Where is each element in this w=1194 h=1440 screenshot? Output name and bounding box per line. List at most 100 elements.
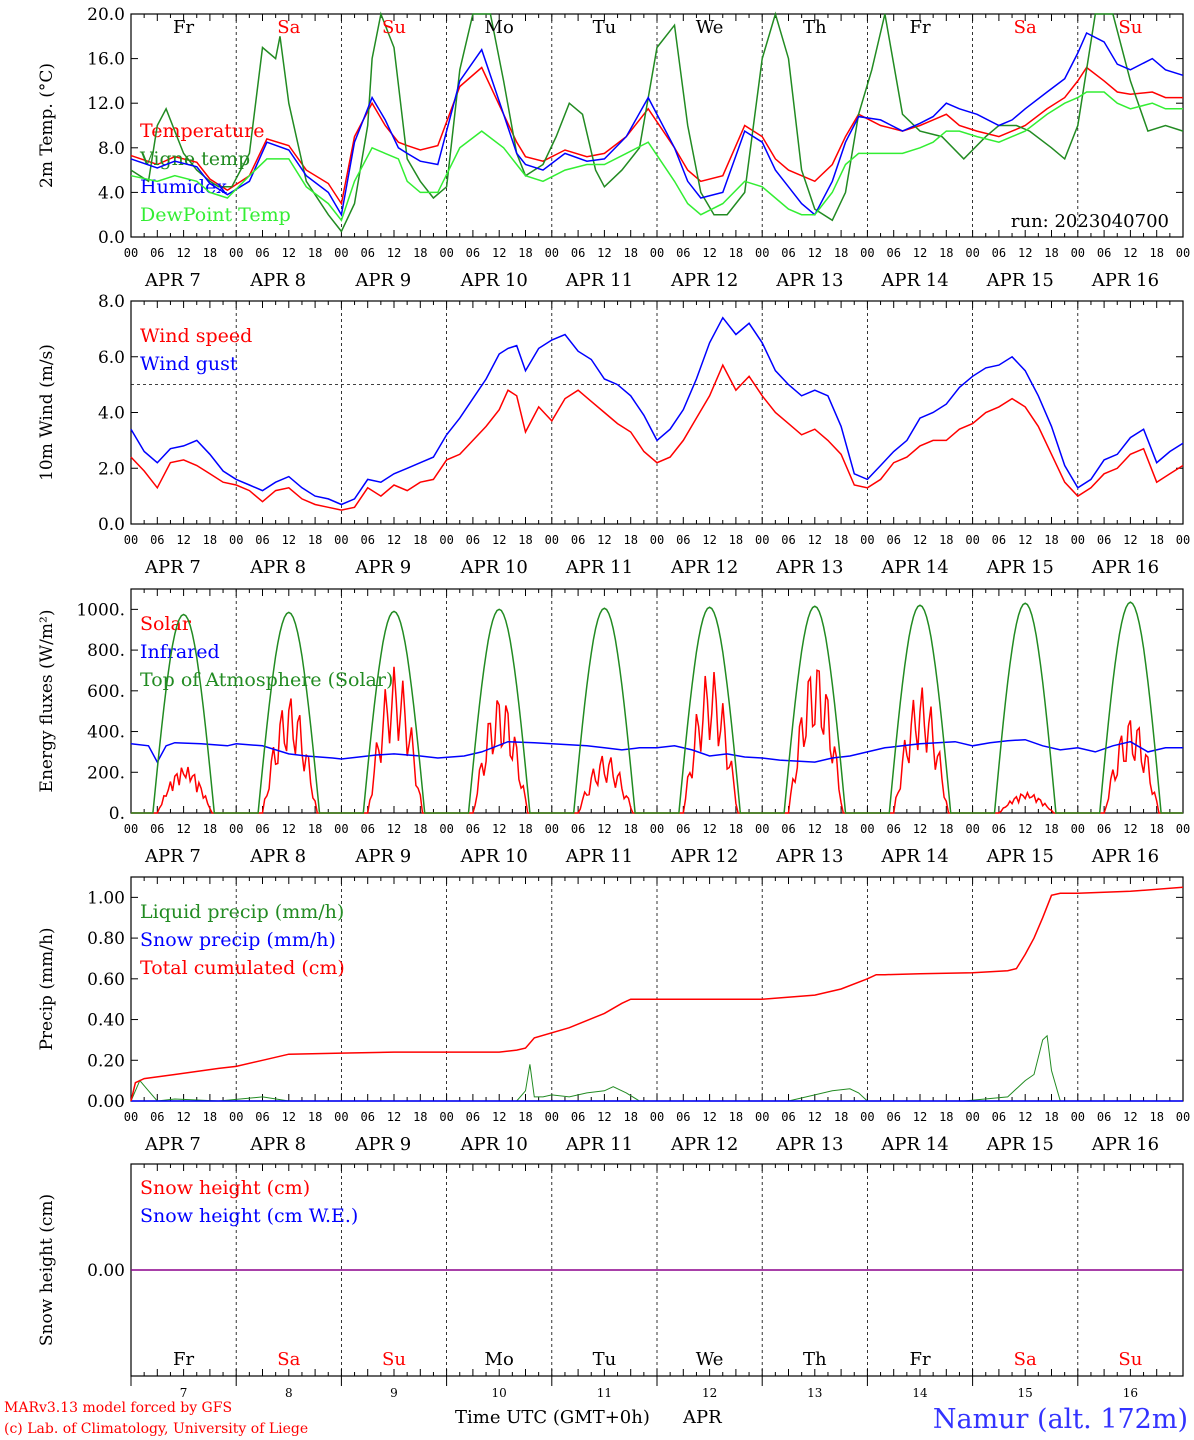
y-tick-label: 20.0 xyxy=(87,5,125,25)
hour-tick-label: 12 xyxy=(808,533,822,547)
model-credit: MARv3.13 model forced by GFS xyxy=(4,1400,232,1416)
weekday-label: Fr xyxy=(173,1349,194,1370)
y-axis-label: 10m Wind (m/s) xyxy=(37,344,57,481)
date-label: APR 14 xyxy=(880,846,948,867)
hour-tick-label: 06 xyxy=(150,822,164,836)
y-tick-label: 1.00 xyxy=(87,888,125,908)
hour-tick-label: 18 xyxy=(413,246,427,260)
hour-tick-label: 06 xyxy=(781,246,795,260)
hour-tick-label: 06 xyxy=(992,822,1006,836)
hour-tick-label: 18 xyxy=(203,533,217,547)
hour-tick-label: 00 xyxy=(124,246,138,260)
date-label: APR 9 xyxy=(354,1134,411,1155)
series-temperature-3 xyxy=(130,91,1183,222)
hour-tick-label: 00 xyxy=(755,246,769,260)
hour-tick-label: 18 xyxy=(308,533,322,547)
weekday-label: Th xyxy=(803,17,827,38)
day-number-label: 7 xyxy=(180,1386,188,1400)
hour-tick-label: 00 xyxy=(1176,1110,1190,1124)
weekday-label: Fr xyxy=(173,17,194,38)
y-tick-label: 0. xyxy=(109,804,125,824)
hour-tick-label: 00 xyxy=(229,533,243,547)
hour-tick-label: 12 xyxy=(176,533,190,547)
hour-tick-label: 12 xyxy=(282,246,296,260)
date-label: APR 15 xyxy=(986,270,1054,291)
day-number-label: 16 xyxy=(1123,1386,1138,1400)
hour-tick-label: 12 xyxy=(492,1110,506,1124)
hour-tick-label: 00 xyxy=(545,533,559,547)
hour-tick-label: 00 xyxy=(1071,822,1085,836)
weekday-label: Fr xyxy=(909,17,930,38)
hour-tick-label: 00 xyxy=(124,533,138,547)
panel-precip: 0.00 0.20 0.40 0.60 0.80 1.00 Precip (mm/h) 00 0… xyxy=(37,876,1190,1155)
hour-tick-label: 18 xyxy=(308,1110,322,1124)
hour-tick-label: 06 xyxy=(571,822,585,836)
y-tick-label: 0.80 xyxy=(87,929,125,949)
hour-tick-label: 18 xyxy=(1149,1110,1163,1124)
hour-tick-label: 12 xyxy=(387,533,401,547)
legend-entry: Top of Atmosphere (Solar) xyxy=(140,669,393,691)
series-wind-0 xyxy=(130,363,1184,511)
legend-entry: Liquid precip (mm/h) xyxy=(140,901,344,923)
hour-tick-label: 06 xyxy=(886,822,900,836)
hour-tick-label: 00 xyxy=(439,1110,453,1124)
hour-tick-label: 06 xyxy=(360,1110,374,1124)
date-label: APR 8 xyxy=(249,1134,306,1155)
date-label: APR 13 xyxy=(775,557,843,578)
y-tick-label: 8.0 xyxy=(98,292,125,312)
hour-tick-label: 18 xyxy=(413,1110,427,1124)
hour-tick-label: 06 xyxy=(1097,533,1111,547)
hour-tick-label: 12 xyxy=(808,246,822,260)
y-tick-label: 0.20 xyxy=(87,1051,125,1071)
hour-tick-label: 00 xyxy=(650,822,664,836)
hour-tick-label: 18 xyxy=(1044,1110,1058,1124)
hour-tick-label: 12 xyxy=(1123,533,1137,547)
hour-tick-label: 00 xyxy=(545,1110,559,1124)
hour-tick-label: 06 xyxy=(992,246,1006,260)
hour-tick-label: 18 xyxy=(939,1110,953,1124)
series-temperature-1 xyxy=(130,11,1184,233)
hour-tick-label: 00 xyxy=(965,1110,979,1124)
hour-tick-label: 18 xyxy=(623,533,637,547)
panel-snow: 0.00 Snow height (cm) Snow height (cm) Snow… xyxy=(37,1163,1184,1400)
panel-temperature: 0.0 4.0 8.0 12.0 16.0 20.0 2m Temp. (°C) 00 06 12… xyxy=(37,5,1190,291)
hour-tick-label: 18 xyxy=(1149,246,1163,260)
date-label: APR 9 xyxy=(354,270,411,291)
hour-tick-label: 18 xyxy=(729,1110,743,1124)
hour-tick-label: 00 xyxy=(965,822,979,836)
weekday-label: Su xyxy=(1118,1349,1142,1370)
y-axis-label: Energy fluxes (W/m²) xyxy=(37,610,57,793)
series-energy-1 xyxy=(130,738,1183,764)
hour-tick-label: 06 xyxy=(466,533,480,547)
date-label: APR 12 xyxy=(670,1134,738,1155)
hour-tick-label: 12 xyxy=(492,822,506,836)
date-label: APR 7 xyxy=(144,1134,201,1155)
hour-tick-label: 12 xyxy=(1018,822,1032,836)
hour-tick-label: 12 xyxy=(808,1110,822,1124)
y-axis-label: Snow height (cm) xyxy=(37,1194,57,1346)
weekday-label: Sa xyxy=(1014,17,1037,38)
legend-entry: Snow precip (mm/h) xyxy=(140,929,336,951)
y-axis-label: Precip (mm/h) xyxy=(37,927,57,1050)
date-label: APR 12 xyxy=(670,846,738,867)
hour-tick-label: 00 xyxy=(860,1110,874,1124)
hour-tick-label: 06 xyxy=(255,246,269,260)
hour-tick-label: 18 xyxy=(623,822,637,836)
hour-tick-label: 18 xyxy=(834,1110,848,1124)
hour-tick-label: 00 xyxy=(965,533,979,547)
hour-tick-label: 06 xyxy=(571,246,585,260)
hour-tick-label: 00 xyxy=(755,533,769,547)
y-tick-label: 0.40 xyxy=(87,1011,125,1031)
hour-tick-label: 06 xyxy=(1097,1110,1111,1124)
date-label: APR 15 xyxy=(986,846,1054,867)
hour-tick-label: 00 xyxy=(1176,246,1190,260)
legend-entry: Humidex xyxy=(140,176,227,198)
day-number-label: 13 xyxy=(807,1386,822,1400)
date-label: APR 16 xyxy=(1091,1134,1159,1155)
date-label: APR 7 xyxy=(144,557,201,578)
hour-tick-label: 06 xyxy=(466,246,480,260)
weekday-label: Su xyxy=(1118,17,1142,38)
weekday-label: Sa xyxy=(1014,1349,1037,1370)
hour-tick-label: 18 xyxy=(203,822,217,836)
